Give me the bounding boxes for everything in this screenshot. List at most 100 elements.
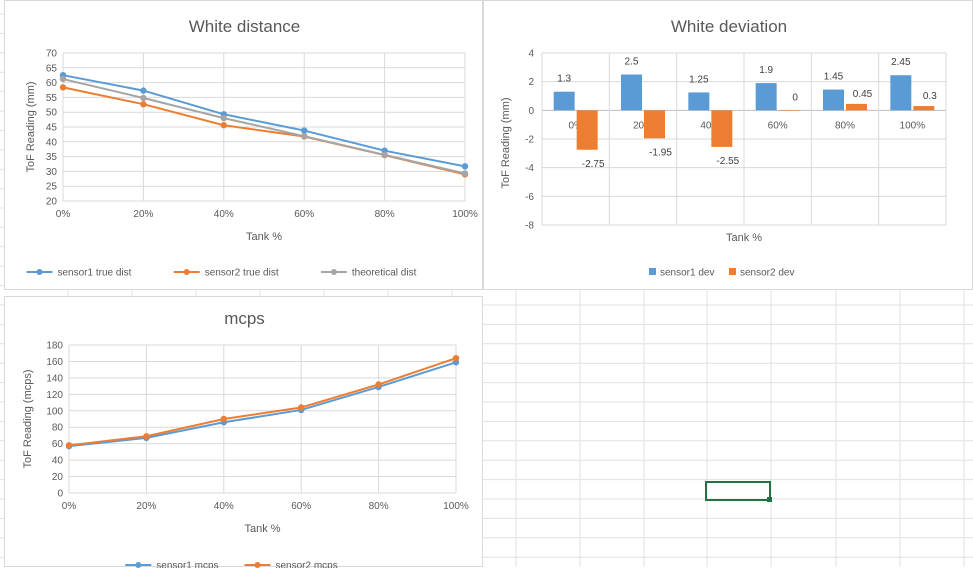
data-label: 2.5: [625, 57, 639, 68]
y-tick-label: 4: [528, 49, 534, 60]
legend-marker: [135, 562, 141, 568]
data-point: [221, 122, 227, 128]
y-tick-label: -6: [525, 192, 534, 203]
bar: [554, 92, 575, 111]
y-tick-label: 20: [46, 197, 58, 208]
bar: [823, 90, 844, 111]
y-tick-label: 160: [46, 357, 63, 368]
data-point: [140, 101, 146, 107]
data-point: [301, 133, 307, 139]
y-tick-label: 20: [52, 472, 64, 483]
x-tick-label: 80%: [835, 120, 855, 131]
series-line: [69, 358, 456, 445]
chart-title: White distance: [189, 17, 301, 36]
y-axis-title: ToF Reading (mm): [500, 97, 512, 188]
data-label: 0.45: [853, 89, 873, 100]
x-tick-label: 40%: [214, 209, 234, 220]
y-tick-label: -8: [525, 221, 534, 232]
white-deviation-plot: White deviation-8-6-4-20240%20%40%60%80%…: [484, 1, 973, 291]
data-point: [221, 115, 227, 121]
y-tick-label: -4: [525, 163, 534, 174]
x-tick-label: 100%: [452, 209, 478, 220]
x-axis-title: Tank %: [246, 231, 282, 243]
legend-swatch: [729, 268, 736, 275]
data-label: -1.95: [649, 147, 672, 158]
bar: [577, 110, 598, 149]
selected-cell[interactable]: [705, 481, 771, 501]
y-tick-label: 55: [46, 93, 58, 104]
series-line: [63, 87, 465, 174]
y-tick-label: 180: [46, 341, 63, 352]
white-distance-plot: White distance20253035404550556065700%20…: [5, 1, 484, 291]
series-line: [69, 362, 456, 446]
chart-title: White deviation: [671, 17, 787, 36]
y-tick-label: 80: [52, 423, 64, 434]
data-label: 2.45: [891, 57, 911, 68]
y-tick-label: 70: [46, 49, 58, 60]
y-tick-label: 40: [52, 456, 64, 467]
legend-marker: [331, 269, 337, 275]
data-point: [60, 84, 66, 90]
x-axis-title: Tank %: [244, 523, 280, 535]
data-label: -2.55: [716, 156, 739, 167]
x-tick-label: 60%: [294, 209, 314, 220]
y-tick-label: 40: [46, 137, 58, 148]
x-tick-label: 60%: [768, 120, 788, 131]
legend-marker: [255, 562, 261, 568]
data-point: [60, 76, 66, 82]
x-tick-label: 100%: [443, 501, 469, 512]
legend-label: sensor1 dev: [660, 268, 714, 279]
y-tick-label: -2: [525, 135, 534, 146]
y-tick-label: 30: [46, 167, 58, 178]
y-tick-label: 60: [46, 78, 58, 89]
x-tick-label: 20%: [136, 501, 156, 512]
data-label: -2.75: [582, 159, 605, 170]
legend-label: theoretical dist: [352, 268, 417, 279]
y-tick-label: 45: [46, 123, 58, 134]
mcps-plot: mcps0204060801001201401601800%20%40%60%8…: [5, 297, 484, 568]
data-point: [375, 381, 381, 387]
legend-label: sensor1 true dist: [58, 268, 132, 279]
x-tick-label: 20%: [133, 209, 153, 220]
data-point: [381, 152, 387, 158]
legend-label: sensor2 dev: [740, 268, 794, 279]
data-label: 0: [792, 92, 798, 103]
y-tick-label: 60: [52, 439, 64, 450]
fill-handle[interactable]: [767, 497, 772, 502]
legend-swatch: [649, 268, 656, 275]
y-tick-label: 0: [57, 489, 63, 500]
data-point: [301, 127, 307, 133]
data-label: 1.25: [689, 74, 709, 85]
y-tick-label: 65: [46, 63, 58, 74]
bar: [756, 83, 777, 110]
chart-title: mcps: [224, 309, 265, 328]
data-point: [298, 404, 304, 410]
x-tick-label: 80%: [369, 501, 389, 512]
x-tick-label: 0%: [56, 209, 71, 220]
bar: [846, 104, 867, 110]
y-tick-label: 120: [46, 390, 63, 401]
data-label: 1.3: [557, 74, 571, 85]
bar: [711, 110, 732, 147]
bar: [779, 110, 800, 111]
legend-marker: [184, 269, 190, 275]
x-axis-title: Tank %: [726, 232, 762, 244]
x-tick-label: 40%: [214, 501, 234, 512]
legend-label: sensor2 true dist: [205, 268, 279, 279]
series-line: [63, 79, 465, 173]
bar: [644, 110, 665, 138]
x-tick-label: 0%: [62, 501, 77, 512]
data-point: [462, 163, 468, 169]
y-axis-title: ToF Reading (mm): [25, 81, 37, 172]
data-label: 0.3: [923, 91, 937, 102]
bar: [890, 75, 911, 110]
y-axis-title: ToF Reading (mcps): [22, 369, 34, 468]
data-label: 1.9: [759, 65, 773, 76]
data-point: [143, 433, 149, 439]
x-tick-label: 100%: [900, 120, 926, 131]
y-tick-label: 35: [46, 152, 58, 163]
y-tick-label: 100: [46, 406, 63, 417]
